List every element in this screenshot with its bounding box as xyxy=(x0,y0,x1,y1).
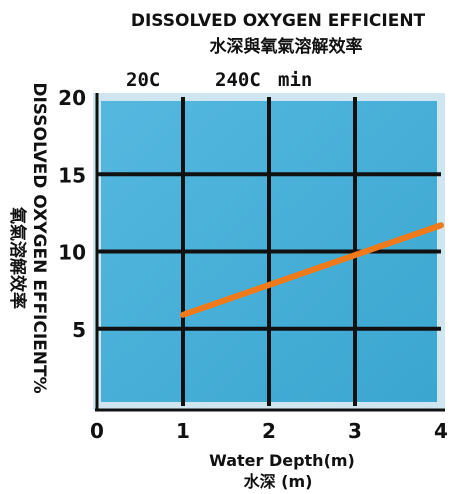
x-axis-label-sub: 水深 (m) xyxy=(244,472,313,491)
x-axis-label: Water Depth(m) xyxy=(209,451,355,470)
chart-subtitle: 水深與氧氣溶解效率 xyxy=(210,36,363,57)
x-tick-label-1: 1 xyxy=(176,419,190,443)
chart-title: DISSOLVED OXYGEN EFFICIENT xyxy=(131,11,426,31)
y-tick-label-10: 10 xyxy=(58,241,86,265)
series-line-0 xyxy=(180,222,444,318)
series xyxy=(180,222,444,318)
tick-labels: 0 1 2 3 4 5 10 15 20 xyxy=(58,86,448,443)
y-axis-label-sub: 氧氣溶解效率 xyxy=(7,206,28,309)
x-tick-label-3: 3 xyxy=(348,419,362,443)
axes xyxy=(95,93,445,412)
x-tick-label-0: 0 xyxy=(90,419,104,443)
y-axis-label: DISSOLVED OXYGEN EFFICIENT% xyxy=(29,82,49,393)
x-tick-label-4: 4 xyxy=(434,419,448,443)
y-tick-label-15: 15 xyxy=(58,163,86,187)
top-label-min: min xyxy=(278,69,312,91)
top-label-240c: 240C xyxy=(215,69,261,91)
y-tick-label-20: 20 xyxy=(58,86,86,110)
grid xyxy=(97,97,441,406)
y-tick-label-5: 5 xyxy=(72,318,86,342)
x-tick-label-2: 2 xyxy=(262,419,276,443)
top-label-20c: 20C xyxy=(126,69,160,91)
